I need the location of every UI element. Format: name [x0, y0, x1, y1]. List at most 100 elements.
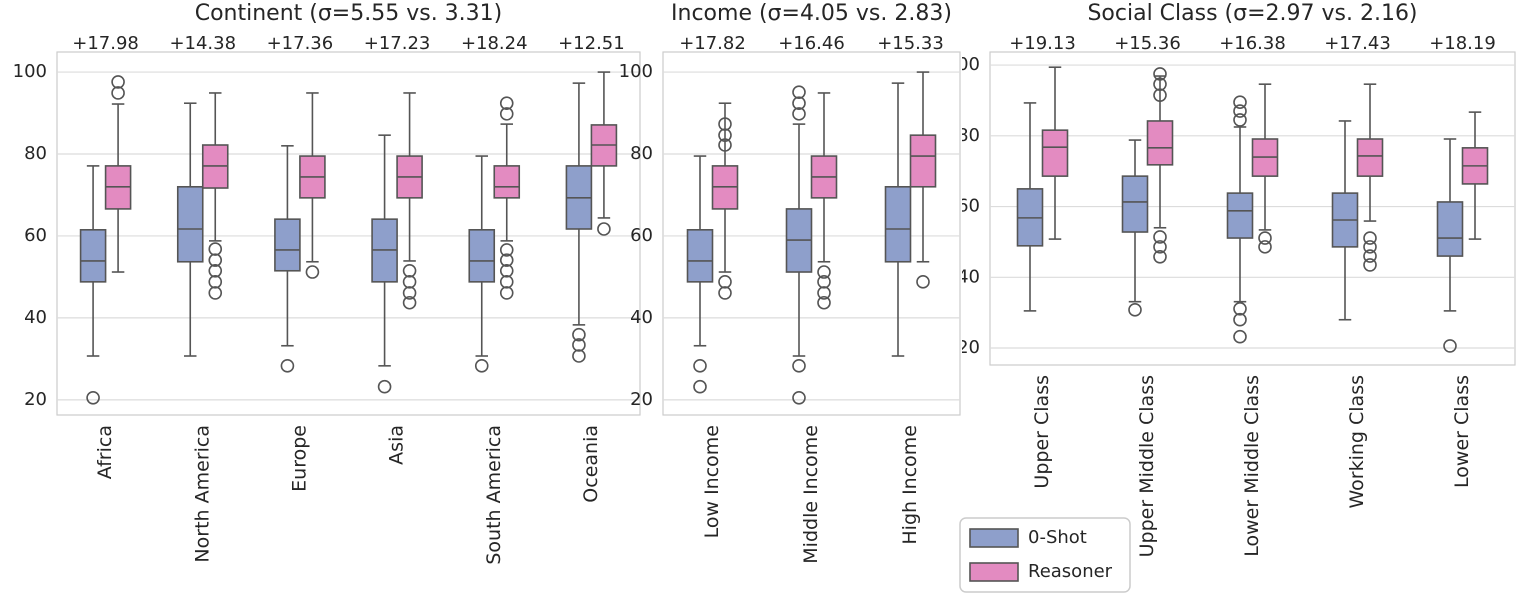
outlier [86, 390, 100, 405]
y-tick-label: 20 [630, 389, 653, 410]
outlier [792, 85, 806, 99]
y-tick-label: 20 [957, 337, 980, 358]
outlier [718, 138, 732, 152]
y-tick-label: 20 [24, 389, 47, 410]
box [468, 229, 496, 283]
box [176, 185, 204, 263]
y-tick-label: 100 [619, 61, 653, 82]
x-tick-label: Oceania [580, 425, 602, 503]
annotation: +15.33 [877, 33, 944, 54]
x-tick-label: Africa [94, 425, 116, 479]
outlier [402, 275, 417, 289]
outlier [718, 128, 732, 142]
outlier [1153, 67, 1167, 81]
outlier [402, 263, 417, 278]
y-tick-label: 60 [957, 196, 980, 217]
annotation: +17.23 [364, 33, 431, 54]
legend-swatch [969, 562, 1019, 582]
box [686, 229, 714, 283]
outlier [1153, 240, 1167, 254]
outlier [817, 265, 831, 279]
outlier [817, 275, 831, 289]
outlier [208, 253, 223, 267]
x-tick-label: Lower Class [1451, 375, 1473, 488]
outlier [1363, 249, 1377, 263]
x-tick-label: Asia [386, 425, 408, 465]
outlier [1233, 95, 1247, 110]
outlier [499, 286, 514, 300]
outlier [1233, 312, 1247, 327]
y-tick-label: 100 [13, 61, 47, 82]
box [274, 218, 301, 272]
outlier [305, 265, 320, 279]
outlier [474, 359, 489, 373]
outlier [208, 286, 223, 300]
panel-title: Social Class (σ=2.97 vs. 2.16) [1087, 1, 1417, 26]
outlier [208, 242, 223, 256]
legend-label: 0-Shot [1028, 527, 1087, 548]
outlier [1233, 113, 1247, 127]
legend-label: Reasoner [1028, 561, 1113, 582]
annotation: +17.98 [72, 33, 139, 54]
outlier [718, 275, 732, 289]
outlier [817, 295, 831, 310]
x-tick-label: South America [483, 425, 505, 565]
outlier [1153, 77, 1167, 91]
x-tick-label: Europe [288, 425, 310, 492]
annotation: +17.82 [679, 33, 746, 54]
box [1121, 175, 1149, 233]
outlier [572, 327, 586, 342]
box [1146, 120, 1174, 166]
annotation: +16.46 [778, 33, 845, 54]
y-tick-labels: 20 40 60 80 100 [619, 61, 653, 410]
y-tick-label: 40 [957, 266, 980, 287]
annotation: +17.43 [1324, 33, 1391, 54]
outlier [111, 86, 125, 100]
box [79, 229, 107, 283]
outlier [499, 96, 514, 111]
outlier [792, 359, 806, 373]
plot-area [56, 51, 641, 416]
outlier [280, 359, 295, 373]
y-tick-labels: 20 40 60 80 100 [13, 61, 47, 410]
outlier [916, 275, 930, 289]
y-tick-label: 60 [630, 225, 653, 246]
x-tick-label: Upper Middle Class [1136, 375, 1158, 557]
outlier [1233, 301, 1247, 316]
outlier [572, 338, 586, 352]
box [1226, 192, 1254, 239]
y-tick-label: 60 [24, 225, 47, 246]
outlier [1128, 303, 1142, 317]
y-tick-label: 80 [24, 143, 47, 164]
outlier [693, 379, 707, 394]
outlier [111, 75, 125, 89]
outlier [499, 243, 514, 257]
outlier [792, 107, 806, 121]
outlier [1258, 231, 1272, 245]
x-tick-label: Low Income [701, 425, 723, 538]
outlier [208, 275, 223, 289]
outlier [693, 359, 707, 373]
y-tick-label: 40 [630, 307, 653, 328]
outlier [718, 117, 732, 131]
outlier [208, 263, 223, 278]
x-tick-label: High Income [899, 425, 921, 545]
outlier [377, 379, 392, 394]
outlier [817, 286, 831, 300]
y-tick-label: 80 [630, 143, 653, 164]
box [1356, 138, 1384, 177]
x-tick-label: Middle Income [800, 425, 822, 564]
outlier [1258, 240, 1272, 254]
annotation: +16.38 [1219, 33, 1286, 54]
box [493, 165, 521, 199]
outlier [1233, 329, 1247, 344]
outlier [1153, 88, 1167, 102]
box [1436, 201, 1464, 257]
annotation: +19.13 [1009, 33, 1076, 54]
outlier [1363, 231, 1377, 245]
y-tick-label: 100 [946, 54, 980, 75]
outlier [1233, 104, 1247, 118]
x-tick-label: North America [191, 425, 213, 563]
outlier [1153, 249, 1167, 264]
